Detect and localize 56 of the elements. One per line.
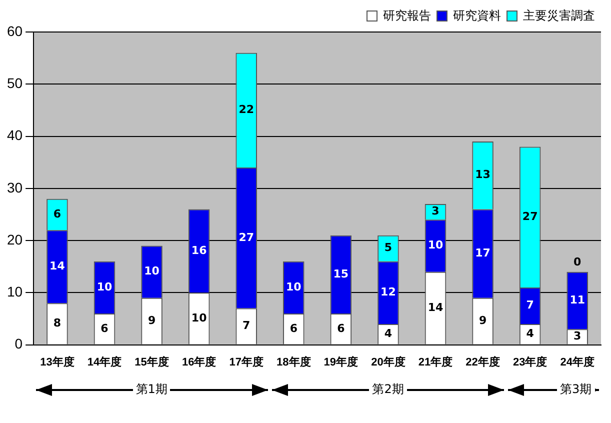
data-label: 7 — [242, 319, 250, 332]
data-label: 12 — [380, 286, 396, 299]
x-tick-label: 15年度 — [134, 355, 169, 368]
legend-label: 主要災害調査 — [523, 8, 595, 22]
text: 第2期 — [369, 381, 407, 398]
y-tick-label: 40 — [6, 127, 23, 144]
x-tick-label: 22年度 — [466, 355, 500, 368]
data-label: 27 — [522, 210, 538, 223]
x-tick-label: 18年度 — [276, 355, 311, 368]
x-tick-label: 24年度 — [560, 355, 594, 368]
legend-label: 研究報告 — [383, 8, 431, 22]
x-tick-label: 13年度 — [40, 355, 74, 368]
text: 第1期 — [132, 381, 170, 398]
data-label: 6 — [337, 322, 346, 335]
data-label: 4 — [384, 326, 392, 340]
y-tick-label: 0 — [14, 336, 23, 352]
data-label: 22 — [238, 103, 254, 116]
data-label: 15 — [333, 267, 349, 280]
legend-label: 研究資料 — [453, 8, 501, 22]
data-label: 3 — [432, 204, 440, 218]
data-label: 10 — [144, 264, 160, 278]
data-label: 10 — [428, 238, 444, 252]
x-tick-label: 21年度 — [418, 355, 453, 368]
y-tick-label: 60 — [6, 22, 23, 39]
data-label: 3 — [574, 330, 582, 343]
data-label: 16 — [191, 244, 208, 257]
x-tick-label: 19年度 — [324, 355, 358, 368]
x-tick-label: 20年度 — [371, 355, 406, 368]
data-label: 8 — [53, 316, 62, 330]
x-tick-label: 23年度 — [512, 355, 548, 368]
data-label: 6 — [290, 322, 298, 335]
y-tick-label: 50 — [6, 74, 23, 91]
data-label: 7 — [526, 298, 534, 312]
data-label: 0 — [574, 256, 582, 269]
text: 第3期 — [556, 381, 595, 398]
data-label: 10 — [191, 311, 208, 324]
data-label: 10 — [286, 280, 302, 294]
data-label: 9 — [148, 314, 156, 327]
data-label: 10 — [96, 280, 112, 294]
x-tick-label: 17年度 — [229, 355, 264, 368]
y-tick-label: 20 — [6, 231, 23, 248]
data-label: 14 — [50, 259, 66, 272]
data-label: 6 — [53, 207, 62, 220]
data-label: 9 — [478, 314, 487, 327]
data-label: 13 — [475, 168, 490, 182]
data-label: 5 — [384, 241, 392, 254]
y-tick-label: 10 — [6, 284, 23, 300]
data-label: 27 — [238, 230, 254, 244]
x-tick-label: 16年度 — [182, 355, 216, 368]
data-label: 14 — [428, 300, 444, 314]
y-tick-label: 30 — [6, 179, 23, 196]
data-label: 11 — [570, 293, 586, 306]
data-label: 17 — [475, 246, 490, 260]
x-tick-label: 14年度 — [87, 355, 122, 368]
data-label: 4 — [526, 326, 534, 340]
data-label: 6 — [100, 322, 109, 335]
